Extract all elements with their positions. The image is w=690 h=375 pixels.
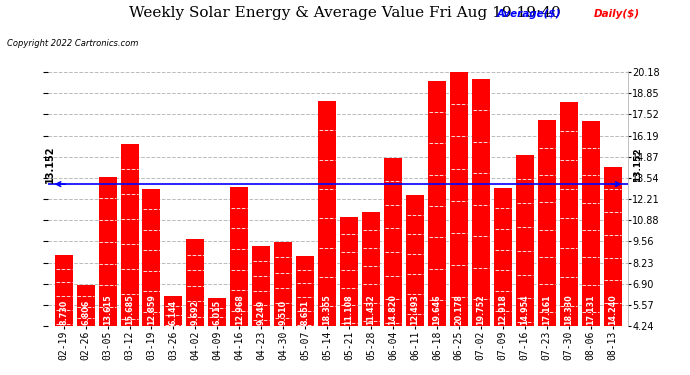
Bar: [77, 285, 95, 375]
Text: 8.651: 8.651: [301, 299, 310, 325]
Bar: [121, 144, 139, 375]
Bar: [99, 177, 117, 375]
Bar: [164, 296, 182, 375]
Text: 12.918: 12.918: [498, 294, 507, 325]
Text: 17.131: 17.131: [586, 294, 595, 325]
Text: 11.432: 11.432: [366, 294, 375, 325]
Bar: [472, 79, 490, 375]
Text: 8.730: 8.730: [59, 299, 68, 325]
Bar: [340, 217, 358, 375]
Bar: [494, 188, 512, 375]
Bar: [230, 187, 248, 375]
Bar: [55, 255, 72, 375]
Text: Copyright 2022 Cartronics.com: Copyright 2022 Cartronics.com: [7, 39, 138, 48]
Text: 9.510: 9.510: [279, 300, 288, 325]
Text: 18.330: 18.330: [564, 294, 573, 325]
Bar: [538, 120, 555, 375]
Text: 14.954: 14.954: [520, 294, 529, 325]
Bar: [274, 242, 293, 375]
Text: 6.144: 6.144: [169, 300, 178, 325]
Text: 14.820: 14.820: [388, 294, 397, 325]
Bar: [428, 81, 446, 375]
Text: 18.355: 18.355: [323, 294, 332, 325]
Text: 12.859: 12.859: [147, 294, 156, 325]
Bar: [208, 298, 226, 375]
Bar: [318, 101, 336, 375]
Bar: [406, 195, 424, 375]
Bar: [560, 102, 578, 375]
Text: 12.968: 12.968: [235, 294, 244, 325]
Text: 6.806: 6.806: [81, 299, 90, 325]
Text: 9.249: 9.249: [257, 299, 266, 325]
Bar: [253, 246, 270, 375]
Bar: [186, 239, 204, 375]
Bar: [604, 167, 622, 375]
Text: 13.152: 13.152: [45, 146, 55, 183]
Text: 13.615: 13.615: [103, 294, 112, 325]
Text: 9.692: 9.692: [191, 299, 200, 325]
Text: 17.161: 17.161: [542, 294, 551, 325]
Text: 6.015: 6.015: [213, 300, 222, 325]
Text: Weekly Solar Energy & Average Value Fri Aug 19 19:40: Weekly Solar Energy & Average Value Fri …: [129, 6, 561, 20]
Text: 19.646: 19.646: [433, 294, 442, 325]
Bar: [450, 72, 468, 375]
Bar: [143, 189, 161, 375]
Text: Daily($): Daily($): [593, 9, 640, 20]
Bar: [384, 158, 402, 375]
Text: 14.240: 14.240: [608, 294, 617, 325]
Text: 20.178: 20.178: [454, 294, 464, 325]
Text: 12.493: 12.493: [411, 294, 420, 325]
Text: 15.685: 15.685: [125, 294, 134, 325]
Bar: [582, 121, 600, 375]
Text: 11.108: 11.108: [344, 294, 353, 325]
Text: 19.752: 19.752: [476, 294, 485, 325]
Text: 13.152: 13.152: [633, 147, 642, 182]
Bar: [296, 256, 314, 375]
Bar: [362, 211, 380, 375]
Bar: [515, 155, 534, 375]
Text: Average($): Average($): [497, 9, 561, 20]
